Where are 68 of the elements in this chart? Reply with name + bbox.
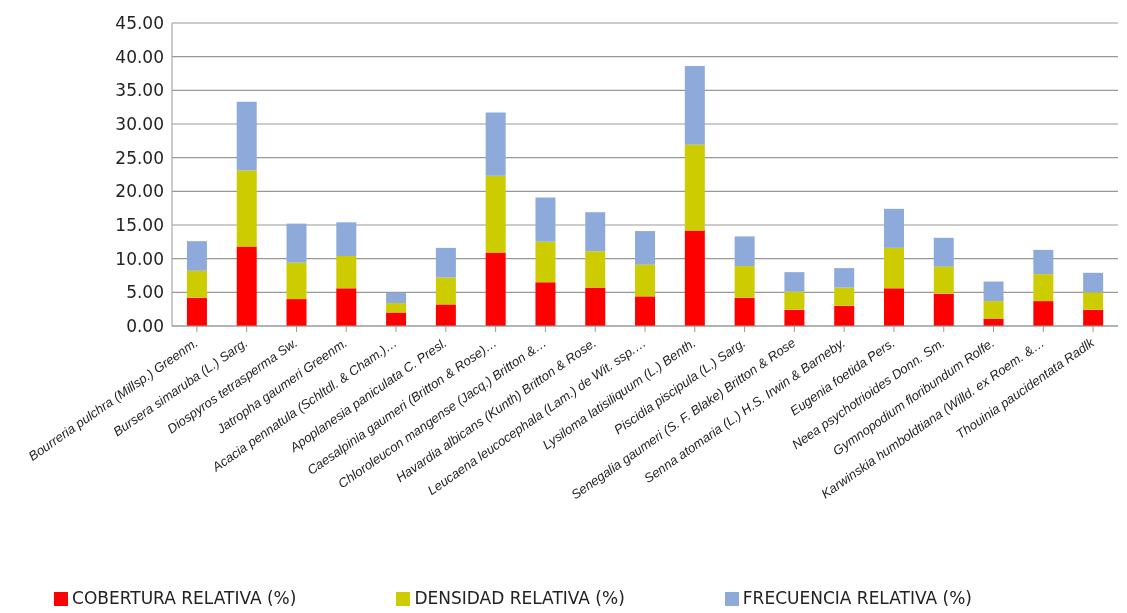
bar: [585, 287, 606, 326]
y-tick-label: 20.00: [115, 181, 164, 202]
bar: [186, 270, 207, 298]
bar: [734, 297, 755, 326]
bar: [186, 297, 207, 326]
bar: [1033, 274, 1054, 302]
bar: [635, 296, 656, 326]
bar: [983, 281, 1004, 302]
bar: [883, 247, 904, 289]
bar: [535, 282, 556, 326]
bar: [1083, 272, 1104, 293]
y-tick-label: 40.00: [115, 46, 164, 67]
y-tick-label: 30.00: [115, 114, 164, 135]
bar: [336, 255, 357, 289]
bar: [784, 291, 805, 310]
bar: [883, 208, 904, 248]
legend-label: FRECUENCIA RELATIVA (%): [742, 588, 972, 608]
bar: [834, 268, 855, 288]
bar: [585, 212, 606, 252]
bar: [485, 175, 506, 253]
y-tick-label: 0.00: [126, 316, 164, 337]
bar: [734, 266, 755, 298]
bar: [784, 309, 805, 326]
bar: [585, 251, 606, 288]
bar: [435, 304, 456, 326]
bar: [435, 277, 456, 305]
legend-label: COBERTURA RELATIVA (%): [72, 588, 297, 608]
bar: [635, 231, 656, 265]
bar: [933, 293, 954, 326]
bar: [684, 230, 705, 326]
bar: [286, 262, 307, 300]
bar: [286, 299, 307, 326]
bar: [883, 288, 904, 326]
y-tick-label: 15.00: [115, 215, 164, 236]
bar: [236, 101, 257, 171]
y-tick-label: 45.00: [115, 13, 164, 34]
bar: [933, 266, 954, 294]
bar: [1033, 249, 1054, 275]
bar: [236, 170, 257, 247]
legend-label: DENSIDAD RELATIVA (%): [414, 588, 625, 608]
bar: [286, 223, 307, 263]
bar: [784, 272, 805, 292]
y-tick-label: 5.00: [126, 282, 164, 303]
bar: [834, 287, 855, 306]
bar: [933, 237, 954, 267]
bar: [1033, 301, 1054, 326]
bar: [186, 241, 207, 271]
y-tick-label: 35.00: [115, 80, 164, 101]
bar: [684, 144, 705, 231]
bar: [983, 301, 1004, 319]
bar: [336, 288, 357, 326]
bar: [386, 293, 407, 304]
bar: [635, 264, 656, 297]
bar: [485, 252, 506, 326]
bar: [834, 305, 855, 326]
bar: [435, 247, 456, 278]
bar: [236, 246, 257, 326]
y-tick-label: 25.00: [115, 147, 164, 168]
bar: [684, 66, 705, 145]
bar: [535, 241, 556, 283]
bar: [734, 236, 755, 267]
y-tick-label: 10.00: [115, 248, 164, 269]
bar: [535, 197, 556, 242]
bar: [485, 112, 506, 176]
bar: [386, 303, 407, 313]
bar: [336, 222, 357, 256]
bar: [1083, 292, 1104, 310]
bar: [1083, 309, 1104, 326]
